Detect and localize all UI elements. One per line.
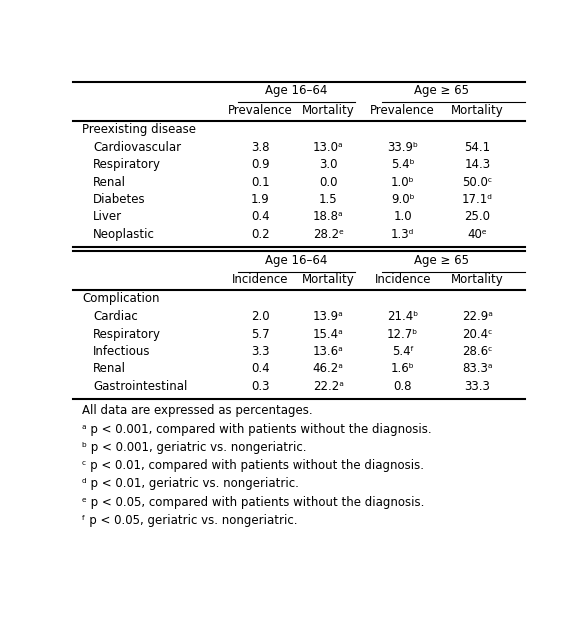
Text: Mortality: Mortality: [302, 273, 354, 286]
Text: 1.6ᵇ: 1.6ᵇ: [391, 362, 415, 375]
Text: 13.9ᵃ: 13.9ᵃ: [313, 311, 343, 323]
Text: 3.8: 3.8: [251, 141, 269, 154]
Text: 0.9: 0.9: [251, 158, 270, 171]
Text: 50.0ᶜ: 50.0ᶜ: [462, 176, 493, 189]
Text: Prevalence: Prevalence: [370, 104, 435, 117]
Text: 33.9ᵇ: 33.9ᵇ: [387, 141, 418, 154]
Text: 0.3: 0.3: [251, 379, 269, 392]
Text: 2.0: 2.0: [251, 311, 270, 323]
Text: 13.0ᵃ: 13.0ᵃ: [313, 141, 343, 154]
Text: Respiratory: Respiratory: [93, 158, 161, 171]
Text: 0.0: 0.0: [319, 176, 338, 189]
Text: ᶜ p < 0.01, compared with patients without the diagnosis.: ᶜ p < 0.01, compared with patients witho…: [82, 459, 424, 472]
Text: Age ≥ 65: Age ≥ 65: [413, 254, 469, 266]
Text: 17.1ᵈ: 17.1ᵈ: [462, 193, 493, 206]
Text: 9.0ᵇ: 9.0ᵇ: [391, 193, 415, 206]
Text: ᵉ p < 0.05, compared with patients without the diagnosis.: ᵉ p < 0.05, compared with patients witho…: [82, 496, 424, 509]
Text: 14.3: 14.3: [464, 158, 490, 171]
Text: 1.0ᵇ: 1.0ᵇ: [391, 176, 415, 189]
Text: ᵇ p < 0.001, geriatric vs. nongeriatric.: ᵇ p < 0.001, geriatric vs. nongeriatric.: [82, 441, 307, 454]
Text: Gastrointestinal: Gastrointestinal: [93, 379, 188, 392]
Text: Mortality: Mortality: [451, 104, 504, 117]
Text: 13.6ᵃ: 13.6ᵃ: [313, 345, 343, 358]
Text: ᶠ p < 0.05, geriatric vs. nongeriatric.: ᶠ p < 0.05, geriatric vs. nongeriatric.: [82, 514, 297, 527]
Text: Complication: Complication: [82, 292, 159, 305]
Text: Respiratory: Respiratory: [93, 328, 161, 341]
Text: 1.3ᵈ: 1.3ᵈ: [391, 228, 415, 241]
Text: Infectious: Infectious: [93, 345, 151, 358]
Text: 18.8ᵃ: 18.8ᵃ: [313, 210, 343, 223]
Text: Diabetes: Diabetes: [93, 193, 146, 206]
Text: 12.7ᵇ: 12.7ᵇ: [387, 328, 419, 341]
Text: 28.6ᶜ: 28.6ᶜ: [462, 345, 493, 358]
Text: 54.1: 54.1: [464, 141, 490, 154]
Text: All data are expressed as percentages.: All data are expressed as percentages.: [82, 404, 312, 417]
Text: Age 16–64: Age 16–64: [265, 84, 328, 97]
Text: 21.4ᵇ: 21.4ᵇ: [387, 311, 419, 323]
Text: Renal: Renal: [93, 176, 126, 189]
Text: Age 16–64: Age 16–64: [265, 254, 328, 266]
Text: Prevalence: Prevalence: [228, 104, 293, 117]
Text: 5.4ᶠ: 5.4ᶠ: [392, 345, 414, 358]
Text: Cardiovascular: Cardiovascular: [93, 141, 181, 154]
Text: ᵈ p < 0.01, geriatric vs. nongeriatric.: ᵈ p < 0.01, geriatric vs. nongeriatric.: [82, 478, 298, 491]
Text: 0.4: 0.4: [251, 210, 270, 223]
Text: 25.0: 25.0: [464, 210, 490, 223]
Text: 83.3ᵃ: 83.3ᵃ: [462, 362, 493, 375]
Text: 0.2: 0.2: [251, 228, 270, 241]
Text: 15.4ᵃ: 15.4ᵃ: [313, 328, 343, 341]
Text: 5.7: 5.7: [251, 328, 270, 341]
Text: 5.4ᵇ: 5.4ᵇ: [391, 158, 415, 171]
Text: 3.3: 3.3: [251, 345, 269, 358]
Text: Age ≥ 65: Age ≥ 65: [413, 84, 469, 97]
Text: 40ᵉ: 40ᵉ: [468, 228, 487, 241]
Text: Incidence: Incidence: [374, 273, 431, 286]
Text: Incidence: Incidence: [232, 273, 289, 286]
Text: 0.4: 0.4: [251, 362, 270, 375]
Text: Neoplastic: Neoplastic: [93, 228, 155, 241]
Text: 46.2ᵃ: 46.2ᵃ: [312, 362, 343, 375]
Text: Preexisting disease: Preexisting disease: [82, 122, 196, 136]
Text: 1.5: 1.5: [319, 193, 338, 206]
Text: 20.4ᶜ: 20.4ᶜ: [462, 328, 493, 341]
Text: 22.2ᵃ: 22.2ᵃ: [312, 379, 343, 392]
Text: 22.9ᵃ: 22.9ᵃ: [462, 311, 493, 323]
Text: Cardiac: Cardiac: [93, 311, 138, 323]
Text: ᵃ p < 0.001, compared with patients without the diagnosis.: ᵃ p < 0.001, compared with patients with…: [82, 422, 431, 436]
Text: 3.0: 3.0: [319, 158, 338, 171]
Text: 0.8: 0.8: [394, 379, 412, 392]
Text: Renal: Renal: [93, 362, 126, 375]
Text: Mortality: Mortality: [451, 273, 504, 286]
Text: 0.1: 0.1: [251, 176, 270, 189]
Text: 28.2ᵉ: 28.2ᵉ: [312, 228, 343, 241]
Text: 1.9: 1.9: [251, 193, 270, 206]
Text: Liver: Liver: [93, 210, 122, 223]
Text: 33.3: 33.3: [464, 379, 490, 392]
Text: 1.0: 1.0: [394, 210, 412, 223]
Text: Mortality: Mortality: [302, 104, 354, 117]
